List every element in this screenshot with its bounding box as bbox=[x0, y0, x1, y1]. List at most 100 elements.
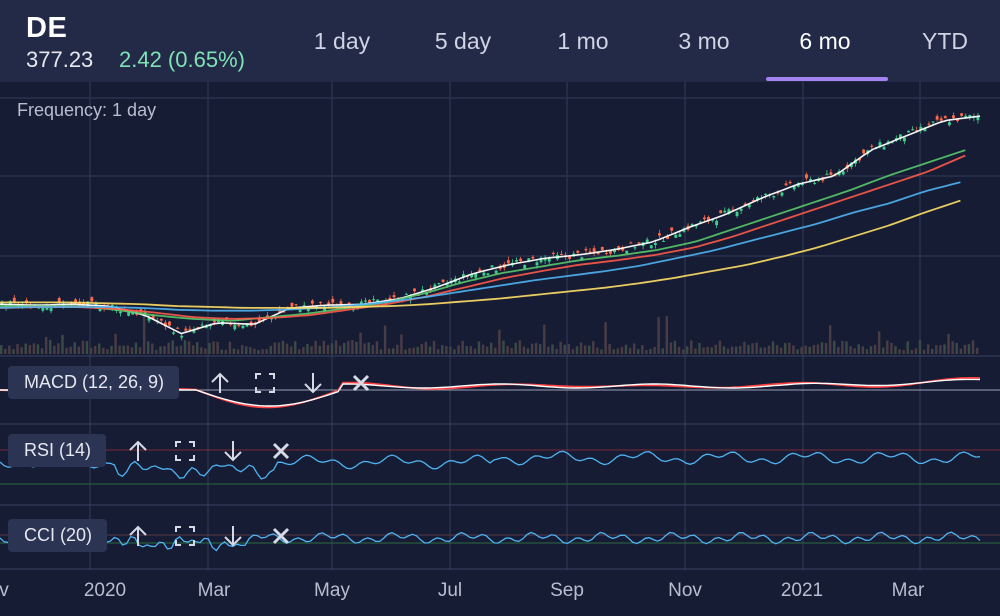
candle-body bbox=[911, 129, 915, 131]
move-up-icon[interactable] bbox=[123, 521, 153, 551]
expand-icon[interactable] bbox=[170, 521, 200, 551]
volume-bar bbox=[396, 344, 399, 354]
tab-5-day[interactable]: 5 day bbox=[434, 28, 492, 54]
close-icon[interactable] bbox=[266, 521, 296, 551]
volume-bar bbox=[167, 342, 170, 354]
candle-body bbox=[339, 301, 343, 306]
volume-bar bbox=[592, 341, 595, 354]
volume-bar bbox=[408, 348, 411, 354]
close-icon[interactable] bbox=[346, 368, 376, 398]
volume-bar bbox=[547, 346, 550, 354]
volume-bar bbox=[118, 345, 121, 354]
rsi-indicator-label[interactable]: RSI (14) bbox=[8, 434, 107, 467]
volume-bar bbox=[910, 349, 914, 354]
candle-body bbox=[233, 325, 237, 330]
volume-bar bbox=[898, 349, 901, 354]
volume-bar bbox=[257, 349, 260, 354]
volume-bar bbox=[714, 344, 718, 354]
volume-bar bbox=[820, 342, 824, 354]
tab-6-mo[interactable]: 6 mo bbox=[799, 28, 851, 54]
volume-bar bbox=[637, 349, 640, 354]
candle-body bbox=[690, 224, 694, 227]
move-up-icon[interactable] bbox=[205, 368, 235, 398]
candle-body bbox=[939, 118, 943, 121]
candle-body bbox=[772, 196, 776, 198]
volume-bar bbox=[240, 345, 244, 354]
volume-bar bbox=[706, 346, 709, 354]
candle-body bbox=[180, 335, 184, 338]
move-down-icon[interactable] bbox=[298, 368, 328, 398]
candle-body bbox=[604, 252, 608, 254]
tab-1-day[interactable]: 1 day bbox=[313, 28, 371, 54]
volume-bar bbox=[28, 345, 32, 354]
candle-body bbox=[580, 257, 584, 260]
volume-bar bbox=[616, 348, 620, 354]
volume-bar bbox=[318, 345, 321, 354]
candle-body bbox=[257, 318, 261, 323]
candle-body bbox=[184, 328, 188, 331]
volume-bar bbox=[665, 316, 669, 354]
volume-bar bbox=[902, 349, 905, 354]
candle-body bbox=[237, 325, 241, 327]
candle-body bbox=[751, 200, 755, 202]
move-down-icon[interactable] bbox=[218, 436, 248, 466]
close-icon[interactable] bbox=[266, 436, 296, 466]
volume-bar bbox=[922, 349, 926, 354]
volume-bar bbox=[906, 341, 909, 354]
volume-bar bbox=[44, 336, 48, 354]
volume-bar bbox=[85, 341, 89, 354]
candle-body bbox=[368, 299, 371, 304]
volume-bar bbox=[383, 325, 387, 354]
move-down-icon[interactable] bbox=[218, 521, 248, 551]
expand-icon[interactable] bbox=[170, 436, 200, 466]
x-tick-label: 2021 bbox=[780, 580, 824, 601]
volume-bar bbox=[951, 341, 954, 354]
candle-body bbox=[278, 309, 282, 314]
candle-body bbox=[159, 318, 163, 321]
frequency-label[interactable]: Frequency: 1 day bbox=[17, 100, 157, 120]
expand-icon[interactable] bbox=[250, 368, 280, 398]
volume-bar bbox=[65, 347, 68, 354]
candle-body bbox=[168, 321, 171, 326]
candle-body bbox=[829, 172, 833, 175]
volume-bar bbox=[943, 344, 946, 354]
volume-bar bbox=[673, 340, 677, 354]
candle-body bbox=[551, 252, 555, 255]
volume-bar bbox=[735, 346, 738, 354]
volume-bar bbox=[563, 344, 566, 354]
volume-bar bbox=[281, 340, 285, 354]
candle-body bbox=[519, 258, 523, 262]
candle-body bbox=[833, 175, 837, 177]
candle-body bbox=[535, 262, 539, 266]
volume-bar bbox=[453, 349, 456, 354]
volume-bar bbox=[661, 348, 664, 354]
volume-bar bbox=[457, 345, 460, 354]
move-up-icon[interactable] bbox=[123, 436, 153, 466]
volume-bar bbox=[334, 340, 338, 354]
volume-bar bbox=[126, 345, 130, 354]
tab-3-mo[interactable]: 3 mo bbox=[678, 28, 730, 54]
candle-body bbox=[131, 312, 135, 315]
candle-body bbox=[527, 258, 531, 262]
volume-bar bbox=[224, 349, 228, 354]
volume-bar bbox=[788, 342, 791, 354]
volume-bar bbox=[534, 342, 538, 354]
volume-bar bbox=[853, 348, 856, 354]
candle-body bbox=[8, 301, 12, 306]
volume-bar bbox=[12, 349, 15, 354]
rsi-line bbox=[0, 450, 981, 480]
candle-body bbox=[927, 123, 931, 125]
candle-body bbox=[12, 297, 16, 303]
tab-ytd[interactable]: YTD bbox=[922, 28, 968, 54]
candle-body bbox=[735, 211, 739, 217]
volume-bar bbox=[16, 344, 19, 354]
candle-body bbox=[490, 265, 494, 268]
tab-1-mo[interactable]: 1 mo bbox=[557, 28, 609, 54]
volume-bar bbox=[710, 347, 713, 354]
volume-bar bbox=[245, 346, 248, 354]
candle-body bbox=[898, 134, 902, 139]
volume-bar bbox=[865, 349, 869, 354]
candle-body bbox=[200, 324, 204, 326]
macd-indicator-label[interactable]: MACD (12, 26, 9) bbox=[8, 366, 180, 399]
cci-indicator-label[interactable]: CCI (20) bbox=[8, 519, 108, 552]
